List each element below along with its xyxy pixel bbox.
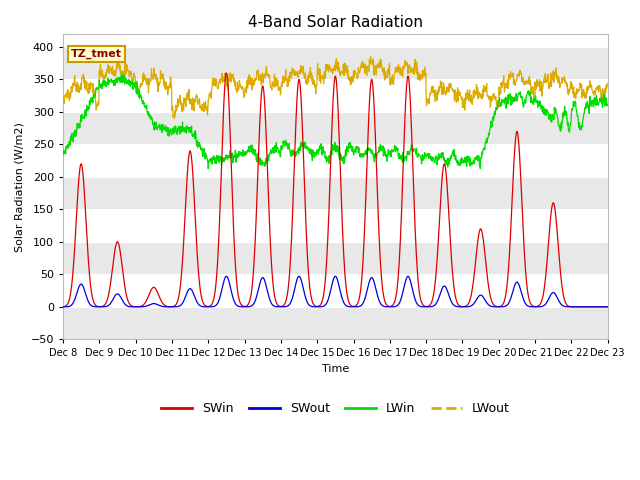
Bar bbox=[63, 177, 608, 209]
Bar bbox=[63, 47, 608, 79]
X-axis label: Time: Time bbox=[322, 364, 349, 374]
Title: 4-Band Solar Radiation: 4-Band Solar Radiation bbox=[248, 15, 423, 30]
Bar bbox=[63, 112, 608, 144]
Text: TZ_tmet: TZ_tmet bbox=[71, 49, 122, 59]
Legend: SWin, SWout, LWin, LWout: SWin, SWout, LWin, LWout bbox=[156, 397, 515, 420]
Bar bbox=[63, 242, 608, 275]
Y-axis label: Solar Radiation (W/m2): Solar Radiation (W/m2) bbox=[15, 122, 25, 252]
Bar bbox=[63, 307, 608, 339]
